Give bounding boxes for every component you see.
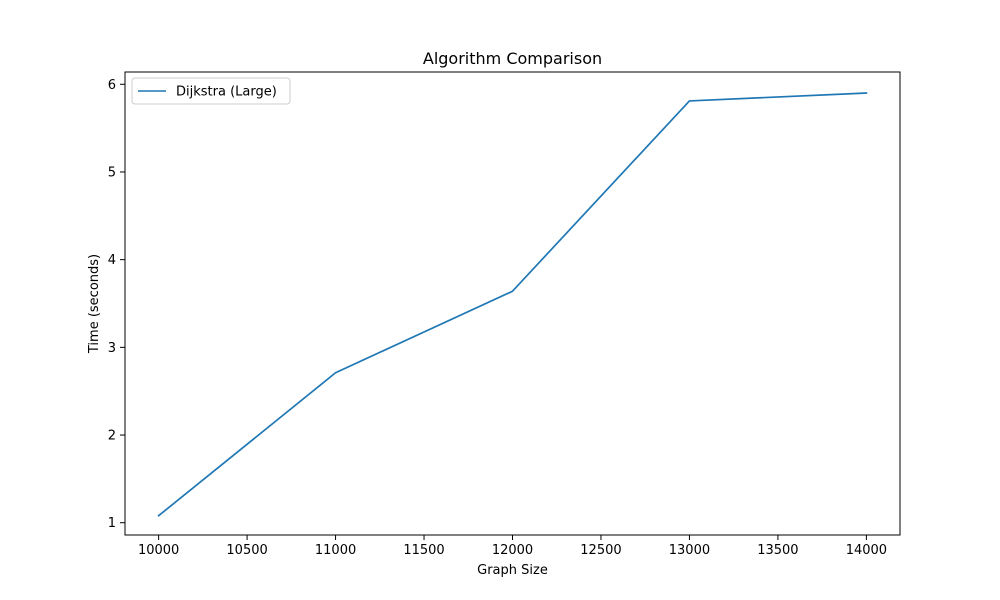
x-tick-label: 12000: [492, 543, 533, 558]
y-tick-label: 6: [108, 78, 116, 93]
x-tick-label: 10000: [138, 543, 179, 558]
legend-entry-label: Dijkstra (Large): [176, 85, 277, 100]
x-tick-label: 11000: [315, 543, 356, 558]
y-tick-label: 2: [108, 429, 116, 444]
chart-title: Algorithm Comparison: [423, 49, 602, 68]
y-tick-label: 1: [108, 516, 116, 531]
y-axis-ticks: 1 2 3 4 5 6: [108, 78, 125, 531]
x-tick-label: 13000: [669, 543, 710, 558]
y-axis-label: Time (seconds): [87, 254, 102, 354]
x-axis-ticks: 10000 10500 11000 11500 12000 12500 13000 13500…: [138, 535, 887, 558]
series-layer: [157, 92, 868, 517]
x-tick-label: 14000: [846, 543, 887, 558]
plot-area-frame: [124, 71, 901, 536]
x-tick-label: 10500: [226, 543, 267, 558]
x-axis-label: Graph Size: [477, 563, 548, 578]
y-tick-label: 5: [108, 165, 116, 180]
x-tick-label: 11500: [403, 543, 444, 558]
x-tick-label: 13500: [757, 543, 798, 558]
x-tick-label: 12500: [580, 543, 621, 558]
y-tick-label: 4: [108, 253, 116, 268]
y-tick-label: 3: [108, 341, 116, 356]
legend-box: [131, 77, 291, 105]
legend: Dijkstra (Large): [131, 77, 291, 105]
series-line-0: [157, 92, 868, 517]
